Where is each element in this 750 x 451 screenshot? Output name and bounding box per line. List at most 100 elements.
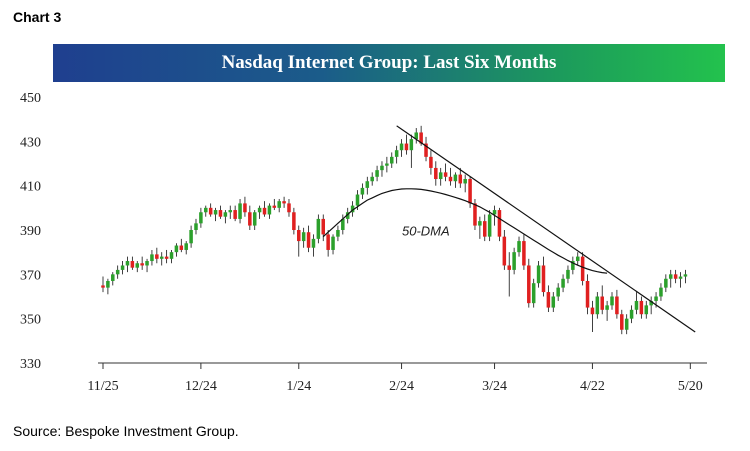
candle (566, 265, 570, 284)
x-tick-label: 12/24 (185, 379, 217, 394)
y-tick-label: 330 (20, 357, 41, 372)
candle (502, 230, 507, 270)
candle (453, 172, 458, 188)
candle (311, 234, 316, 257)
candle (213, 207, 218, 222)
candle (370, 172, 374, 186)
candle (204, 205, 208, 217)
candle (644, 300, 649, 319)
x-tick-label: 3/24 (482, 379, 507, 394)
trend-line (396, 125, 696, 333)
candle (140, 256, 144, 270)
candle (120, 261, 125, 275)
ma-line-50dma (322, 188, 608, 274)
candle (150, 249, 154, 266)
candle (458, 167, 463, 188)
candle (605, 300, 609, 321)
candle (575, 252, 580, 266)
candle (580, 252, 585, 286)
candle (164, 249, 169, 264)
candle (159, 252, 164, 266)
candle (106, 278, 110, 295)
x-tick-label: 2/24 (389, 379, 414, 394)
candle (634, 292, 639, 315)
candle (429, 150, 433, 175)
candle (610, 292, 614, 310)
y-tick-label: 450 (20, 91, 41, 106)
candle (199, 207, 203, 228)
candle (497, 207, 502, 242)
candle (683, 269, 688, 284)
candle (375, 165, 379, 182)
candle (252, 210, 257, 230)
candle (321, 214, 326, 242)
candle (316, 214, 321, 244)
candle (409, 134, 414, 168)
candle (208, 203, 213, 217)
candle (345, 207, 350, 224)
candle (487, 210, 492, 242)
y-tick-label: 390 (20, 224, 41, 239)
candle (135, 261, 140, 273)
chart-number: Chart 3 (13, 9, 62, 25)
candle (267, 203, 272, 219)
candle (448, 167, 453, 186)
candle (390, 152, 394, 168)
candle (223, 210, 228, 224)
candle (463, 174, 467, 193)
candle (277, 198, 281, 213)
candle (478, 216, 482, 239)
candle (174, 243, 179, 257)
candle (194, 218, 198, 235)
candle (664, 274, 668, 293)
candle (287, 198, 291, 217)
candle (438, 167, 443, 186)
candle (590, 300, 595, 332)
candle (341, 214, 345, 235)
title-banner: Nasdaq Internet Group: Last Six Months (53, 44, 725, 82)
y-tick-label: 370 (20, 268, 41, 283)
candle (507, 252, 511, 297)
candle (649, 296, 653, 315)
candle (673, 269, 678, 284)
candle (248, 205, 252, 230)
candle (443, 163, 448, 182)
ma-annotation: 50-DMA (402, 224, 450, 239)
chart-title: Nasdaq Internet Group: Last Six Months (221, 52, 557, 73)
candle (272, 198, 277, 211)
candle (668, 269, 673, 288)
candle (326, 230, 330, 257)
candle (257, 205, 262, 219)
candle (399, 139, 404, 157)
candle (169, 249, 174, 264)
candle (482, 214, 487, 242)
candle (306, 225, 311, 253)
candle (551, 292, 556, 313)
candle (101, 276, 105, 293)
candle (624, 314, 629, 335)
y-axis: 450 430 410 390 370 350 330 (20, 91, 41, 372)
candle (385, 156, 389, 173)
candle (639, 296, 644, 319)
x-tick-label: 11/25 (87, 379, 118, 394)
candle (414, 128, 418, 144)
candle (629, 305, 634, 324)
candle (184, 241, 188, 255)
x-tick-label: 1/24 (286, 379, 311, 394)
candle (380, 161, 384, 177)
candle (331, 234, 335, 255)
candle (541, 256, 546, 297)
candle (155, 247, 159, 264)
candle (556, 283, 560, 301)
candle (115, 265, 120, 279)
candle (292, 207, 296, 235)
candle (571, 256, 575, 275)
candle (659, 283, 663, 301)
candles (101, 125, 688, 335)
candle (615, 289, 619, 319)
candle (360, 183, 365, 199)
candle (595, 292, 600, 319)
candle (585, 274, 590, 315)
y-tick-label: 350 (20, 313, 41, 328)
